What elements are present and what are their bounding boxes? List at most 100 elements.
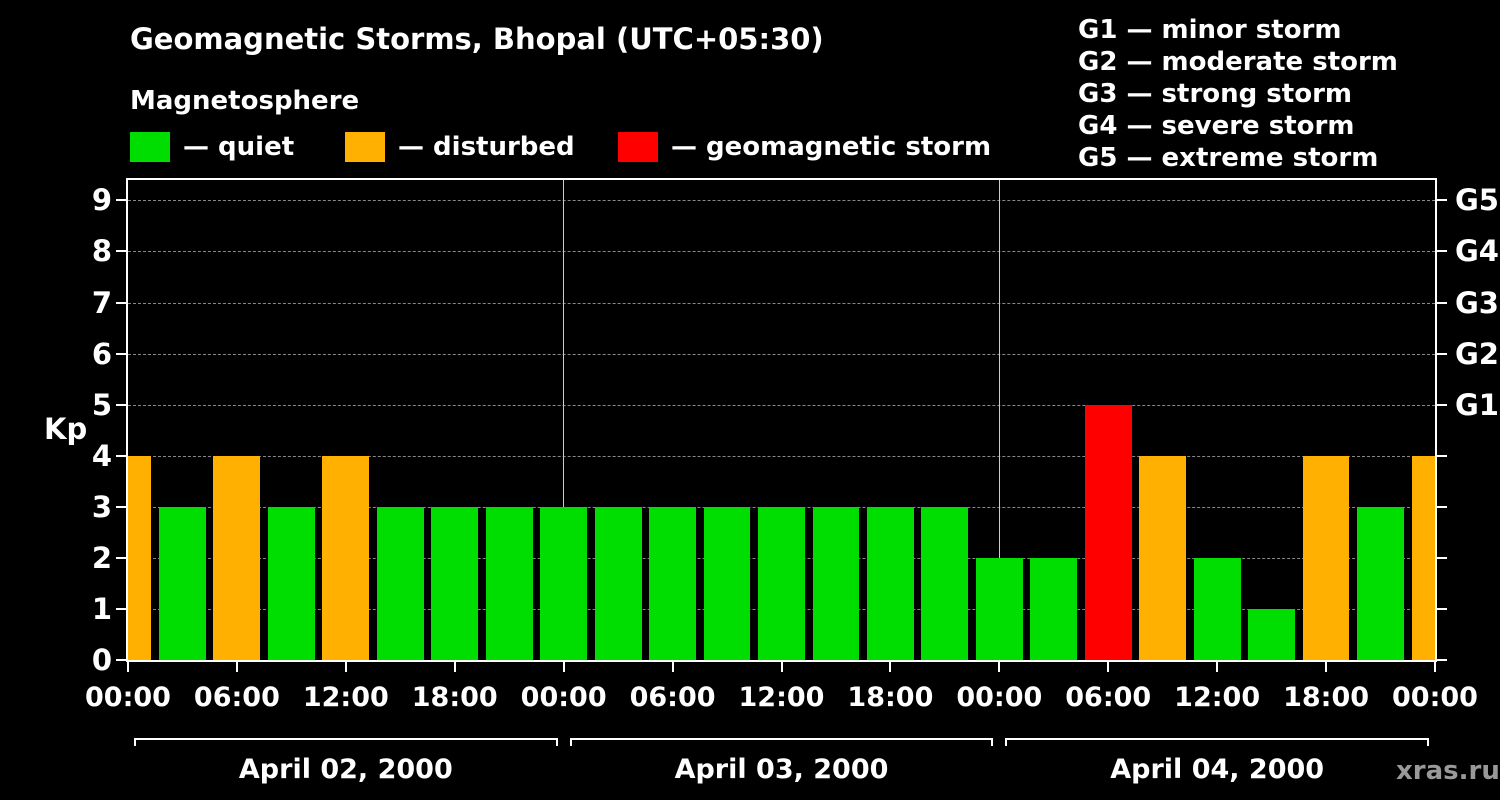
y-tick-label-0: 0	[91, 643, 112, 677]
kp-bar-quiet	[812, 506, 860, 660]
magnetosphere-label: Magnetosphere	[130, 86, 360, 116]
x-tick-label: 12:00	[738, 682, 825, 713]
legend-item-disturbed: — disturbed	[345, 132, 575, 162]
y-axis-title: Kp	[44, 412, 88, 446]
y-tick-left	[116, 454, 126, 457]
y-tick-right	[1437, 505, 1447, 508]
y-tick-right	[1437, 454, 1447, 457]
x-tick	[1434, 662, 1436, 672]
day-bracket	[134, 738, 558, 740]
kp-bar-quiet	[540, 506, 588, 660]
y-tick-label-6: 6	[91, 336, 112, 371]
gridline-kp-7	[128, 302, 1435, 304]
y-tick-left	[116, 250, 126, 253]
chart-title: Geomagnetic Storms, Bhopal (UTC+05:30)	[130, 22, 824, 56]
kp-bar-quiet	[975, 557, 1023, 660]
storm-scale-g5: G5 — extreme storm	[1078, 143, 1379, 173]
x-tick	[889, 662, 892, 672]
x-tick-label: 06:00	[629, 682, 716, 713]
storm-scale-g3: G3 — strong storm	[1078, 79, 1352, 109]
x-tick-label: 18:00	[411, 682, 498, 713]
date-label: April 02, 2000	[238, 754, 453, 785]
gridline-kp-6	[128, 353, 1435, 355]
x-tick	[235, 662, 238, 672]
x-tick	[562, 662, 565, 672]
y-tick-left	[116, 556, 126, 559]
date-label: April 04, 2000	[1110, 754, 1325, 785]
day-bracket-end	[569, 738, 572, 746]
kp-bar-quiet	[594, 506, 642, 660]
day-bracket	[1005, 738, 1429, 740]
legend-label-disturbed: — disturbed	[398, 132, 575, 162]
y-tick-left	[116, 301, 126, 304]
kp-bar-quiet	[1193, 557, 1241, 660]
x-tick-label: 06:00	[1065, 682, 1152, 713]
x-tick-label: 12:00	[1174, 682, 1261, 713]
kp-bar-storm	[1084, 404, 1132, 660]
watermark: xras.ru	[1396, 756, 1500, 786]
y-tick-label-3: 3	[91, 489, 112, 524]
gridline-kp-8	[128, 251, 1435, 253]
storm-scale-g2: G2 — moderate storm	[1078, 47, 1398, 77]
g-scale-label-g1: G1	[1455, 387, 1499, 422]
y-tick-left	[116, 659, 126, 661]
day-bracket	[569, 738, 994, 740]
y-tick-label-9: 9	[91, 183, 112, 218]
kp-bar-quiet	[921, 506, 969, 660]
g-scale-label-g3: G3	[1455, 285, 1499, 320]
x-tick	[1216, 662, 1219, 672]
kp-bar-quiet	[758, 506, 805, 660]
day-divider	[998, 180, 1000, 660]
x-tick	[1325, 662, 1328, 672]
y-tick-left	[116, 607, 126, 610]
x-tick-label: 00:00	[1392, 682, 1478, 713]
day-bracket-end	[1005, 738, 1008, 746]
day-bracket-end	[134, 738, 136, 746]
x-tick-label: 06:00	[193, 682, 280, 713]
kp-bar-disturbed	[1139, 455, 1187, 660]
x-tick-label: 00:00	[85, 682, 171, 713]
y-tick-right	[1437, 556, 1447, 559]
kp-bar-disturbed	[213, 455, 261, 660]
kp-bar-quiet	[485, 506, 533, 660]
legend-item-storm: — geomagnetic storm	[618, 132, 991, 162]
g-scale-label-g4: G4	[1455, 234, 1499, 269]
g-scale-label-g2: G2	[1455, 336, 1499, 371]
x-tick	[998, 662, 1001, 672]
x-tick-label: 18:00	[847, 682, 934, 713]
legend-item-quiet: — quiet	[130, 132, 294, 162]
storm-scale-legend: G1 — minor storm G2 — moderate storm G3 …	[1078, 14, 1398, 174]
day-bracket-end	[1427, 738, 1429, 746]
gridline-kp-9	[128, 200, 1435, 202]
kp-bar-quiet	[649, 506, 696, 660]
y-tick-label-7: 7	[91, 285, 112, 320]
g-scale-label-g5: G5	[1455, 183, 1499, 218]
kp-bar-quiet	[431, 506, 479, 660]
kp-bar-quiet	[1248, 608, 1296, 660]
y-tick-right	[1437, 250, 1447, 253]
kp-bar-quiet	[1357, 506, 1404, 660]
disturbed-swatch	[345, 132, 385, 162]
x-tick	[671, 662, 674, 672]
y-tick-left	[116, 352, 126, 355]
y-tick-right	[1437, 301, 1447, 304]
legend-label-quiet: — quiet	[183, 132, 295, 162]
x-tick	[127, 662, 129, 672]
quiet-swatch	[130, 132, 170, 162]
y-tick-right	[1437, 199, 1447, 202]
legend-label-storm: — geomagnetic storm	[671, 132, 992, 162]
kp-bar-quiet	[1030, 557, 1078, 660]
gridline-kp-4	[128, 455, 1435, 457]
gridline-kp-5	[128, 404, 1435, 406]
y-tick-left	[116, 199, 126, 202]
date-label: April 03, 2000	[674, 754, 889, 785]
day-bracket-end	[991, 738, 994, 746]
day-divider	[563, 180, 565, 660]
x-tick-label: 00:00	[520, 682, 607, 713]
kp-bar-quiet	[267, 506, 315, 660]
kp-bar-quiet	[866, 506, 914, 660]
x-tick-label: 18:00	[1283, 682, 1370, 713]
storm-swatch	[618, 132, 658, 162]
x-tick-label: 00:00	[956, 682, 1043, 713]
